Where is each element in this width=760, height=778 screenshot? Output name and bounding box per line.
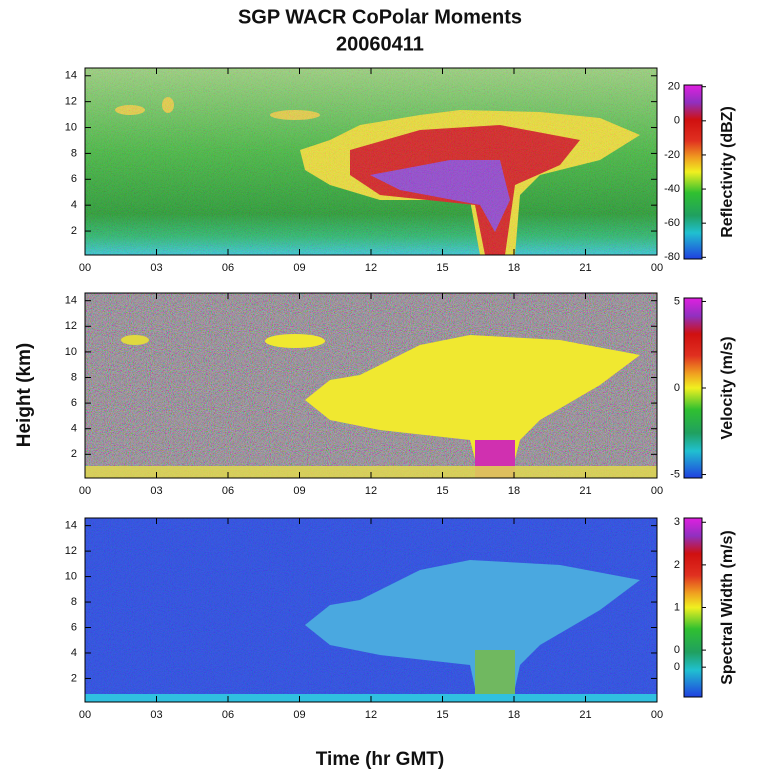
x-axis-label: Time (hr GMT) (316, 749, 444, 770)
y-tick-label: 10 (65, 570, 77, 582)
y-tick-label: 4 (71, 199, 77, 211)
colorbar-label: Spectral Width (m/s) (719, 530, 736, 685)
y-tick-label: 4 (71, 423, 77, 435)
colorbar-tick-label: 0 (674, 115, 680, 127)
x-tick-label: 00 (79, 709, 91, 721)
x-tick-label: 15 (436, 485, 448, 497)
x-tick-label: 15 (436, 709, 448, 721)
y-tick-label: 8 (71, 596, 77, 608)
x-tick-label: 00 (79, 262, 91, 274)
y-tick-label: 2 (71, 448, 77, 460)
x-tick-label: 00 (651, 485, 663, 497)
colorbar-tick-label: 0 (674, 661, 680, 673)
x-tick-label: 03 (150, 485, 162, 497)
y-tick-label: 2 (71, 225, 77, 237)
colorbar-tick-label: 1 (674, 601, 680, 613)
y-tick-label: 14 (65, 520, 77, 532)
y-tick-label: 6 (71, 397, 77, 409)
velocity-field (85, 293, 657, 478)
colorbar-label: Reflectivity (dBZ) (719, 106, 736, 238)
colorbar (684, 85, 702, 259)
colorbar-tick-label: 0 (674, 644, 680, 656)
y-tick-label: 10 (65, 346, 77, 358)
y-tick-label: 6 (71, 173, 77, 185)
x-tick-label: 21 (579, 709, 591, 721)
x-tick-label: 18 (508, 485, 520, 497)
x-tick-label: 12 (365, 709, 377, 721)
colorbar (684, 298, 702, 478)
x-tick-label: 03 (150, 709, 162, 721)
x-tick-label: 06 (222, 485, 234, 497)
y-tick-label: 14 (65, 70, 77, 82)
chart-title: SGP WACR CoPolar Moments (238, 6, 522, 28)
y-tick-label: 4 (71, 647, 77, 659)
colorbar-frame (683, 84, 703, 260)
colorbar-label: Velocity (m/s) (719, 336, 736, 439)
reflectivity-field (85, 68, 657, 255)
x-tick-label: 09 (293, 485, 305, 497)
colorbar-tick-label: -60 (664, 217, 680, 229)
y-axis-label: Height (km) (14, 343, 35, 448)
x-tick-label: 06 (222, 262, 234, 274)
x-tick-label: 06 (222, 709, 234, 721)
y-tick-label: 14 (65, 295, 77, 307)
x-tick-label: 15 (436, 262, 448, 274)
x-tick-label: 21 (579, 262, 591, 274)
y-tick-label: 8 (71, 147, 77, 159)
y-tick-label: 12 (65, 545, 77, 557)
colorbar-tick-label: 5 (674, 295, 680, 307)
x-tick-label: 09 (293, 709, 305, 721)
x-tick-label: 18 (508, 709, 520, 721)
x-tick-label: 21 (579, 485, 591, 497)
colorbar-tick-label: 2 (674, 559, 680, 571)
y-tick-label: 10 (65, 121, 77, 133)
x-tick-label: 00 (651, 262, 663, 274)
colorbar-tick-label: 0 (674, 382, 680, 394)
colorbar-tick-label: -80 (664, 251, 680, 263)
x-tick-label: 03 (150, 262, 162, 274)
colorbar-tick-label: -20 (664, 149, 680, 161)
x-tick-label: 09 (293, 262, 305, 274)
colorbar-tick-label: -40 (664, 183, 680, 195)
x-tick-label: 00 (79, 485, 91, 497)
y-tick-label: 8 (71, 371, 77, 383)
y-tick-label: 2 (71, 672, 77, 684)
spectral-width-field (85, 518, 657, 702)
x-tick-label: 00 (651, 709, 663, 721)
colorbar-tick-label: -5 (670, 468, 680, 480)
x-tick-label: 12 (365, 485, 377, 497)
x-tick-label: 18 (508, 262, 520, 274)
y-tick-label: 12 (65, 320, 77, 332)
chart-subtitle: 20060411 (336, 33, 424, 55)
colorbar-tick-label: 3 (674, 516, 680, 528)
y-tick-label: 12 (65, 96, 77, 108)
x-tick-label: 12 (365, 262, 377, 274)
colorbar (684, 518, 702, 697)
colorbar-tick-label: 20 (668, 81, 680, 93)
y-tick-label: 6 (71, 621, 77, 633)
